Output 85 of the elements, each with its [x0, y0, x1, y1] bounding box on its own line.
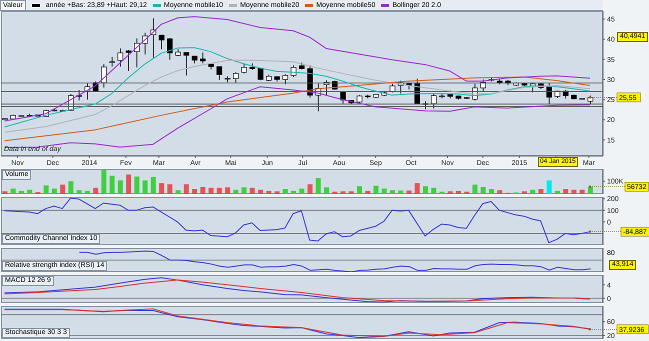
bar	[324, 187, 330, 194]
bar	[118, 180, 123, 194]
bar	[365, 190, 370, 194]
bar	[522, 191, 527, 194]
candlestick	[109, 56, 115, 67]
bar	[2, 191, 8, 194]
bar	[200, 186, 206, 194]
candlestick	[430, 94, 437, 109]
bar	[340, 191, 346, 194]
bar	[266, 190, 272, 194]
bar	[184, 184, 189, 194]
bar	[554, 190, 560, 194]
bar	[357, 186, 362, 194]
candlestick	[118, 48, 124, 67]
candlestick	[158, 34, 164, 50]
bar	[18, 190, 24, 194]
bar	[258, 190, 264, 194]
bar	[176, 190, 181, 194]
bar	[563, 189, 568, 194]
candlestick	[184, 52, 190, 76]
bar	[242, 187, 247, 194]
bar	[414, 183, 420, 194]
bar	[93, 188, 98, 194]
candlestick	[258, 68, 264, 81]
bar	[10, 188, 16, 194]
bar	[538, 189, 544, 194]
bar	[192, 189, 198, 194]
candlestick	[233, 72, 239, 84]
bar	[348, 191, 354, 194]
bar	[142, 180, 148, 194]
bar	[101, 170, 106, 194]
bar	[27, 190, 32, 194]
candlestick	[340, 91, 346, 104]
bar	[60, 184, 66, 194]
bar	[52, 188, 57, 194]
bar	[299, 188, 304, 194]
bar	[274, 191, 280, 194]
candlestick	[282, 74, 288, 85]
bar	[472, 184, 478, 194]
line-series	[4, 76, 591, 142]
bar	[84, 190, 90, 194]
bar	[134, 176, 140, 194]
bar	[588, 186, 593, 194]
bar	[216, 188, 222, 194]
bar	[308, 184, 313, 194]
bar	[250, 188, 255, 194]
bar	[448, 191, 453, 194]
bar	[480, 186, 486, 194]
candlestick	[200, 52, 206, 64]
bar	[488, 189, 494, 194]
bar	[580, 190, 585, 194]
bar	[208, 188, 214, 194]
bar	[316, 178, 321, 194]
bar	[150, 176, 156, 194]
bar	[497, 190, 502, 194]
bar	[398, 190, 404, 194]
bar	[44, 185, 49, 194]
candlestick	[224, 76, 230, 83]
line-series	[4, 198, 591, 244]
bar	[431, 188, 436, 194]
bar	[406, 190, 412, 194]
bar	[374, 186, 379, 194]
candlestick	[167, 38, 173, 60]
line-series	[4, 47, 591, 128]
bar	[390, 190, 395, 194]
bar	[68, 181, 74, 194]
bar	[159, 183, 164, 194]
line-series	[4, 16, 591, 122]
bar	[422, 186, 428, 194]
bar	[282, 189, 288, 194]
candlestick	[216, 66, 222, 80]
bar	[571, 190, 576, 194]
bar	[126, 174, 132, 194]
bar	[456, 190, 461, 194]
line-series	[4, 60, 591, 133]
bar	[530, 190, 536, 194]
bar	[76, 190, 82, 194]
candlestick	[126, 50, 132, 72]
bar	[167, 184, 172, 194]
bar	[110, 176, 115, 194]
bar	[225, 187, 230, 194]
bar	[382, 188, 387, 194]
bar	[233, 190, 238, 194]
bar	[291, 190, 296, 194]
bar	[546, 180, 552, 194]
